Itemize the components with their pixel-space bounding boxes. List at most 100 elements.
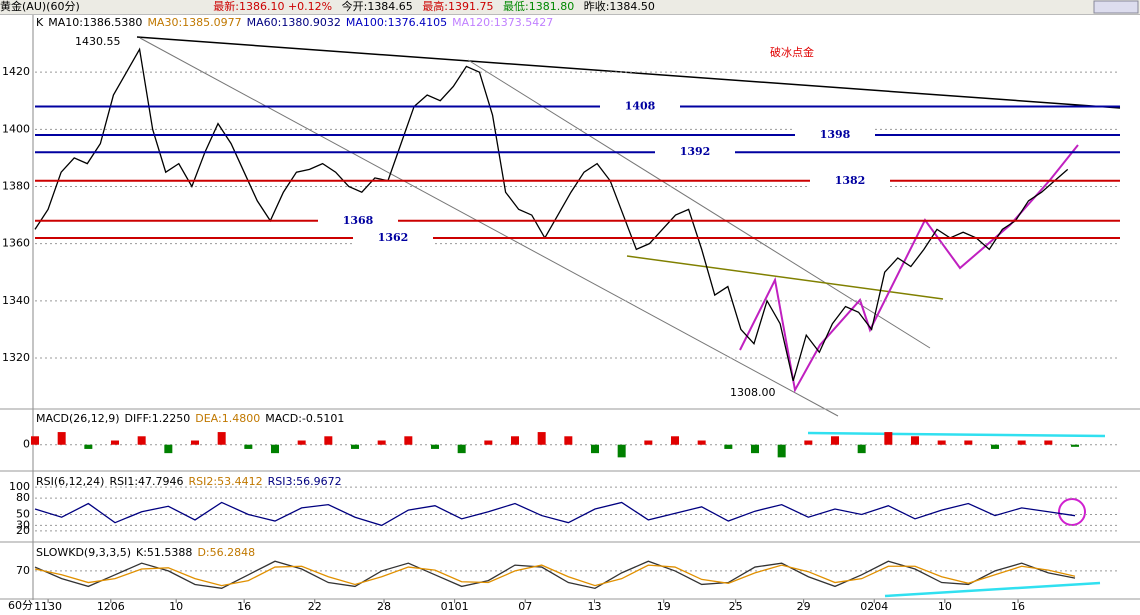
x-tick-label: 16 — [1011, 600, 1025, 613]
y-tick-label: 0 — [23, 438, 30, 451]
level-label-bg — [795, 126, 875, 145]
legend-entry: K:51.5388 — [136, 546, 192, 559]
macd-bar — [271, 444, 279, 454]
legend: SLOWKD(9,3,3,5) K:51.5388 D:56.2848 — [36, 546, 255, 559]
macd-bar — [484, 440, 493, 445]
macd-bar — [1017, 440, 1026, 445]
level-label-bg — [600, 97, 680, 116]
y-tick-label: 100 — [9, 480, 30, 493]
level-label: 1368 — [343, 214, 374, 227]
legend-entry: K — [36, 16, 44, 29]
macd-bar — [537, 432, 546, 445]
legend-entry: MACD(26,12,9) — [36, 412, 120, 425]
macd-bar — [644, 440, 653, 445]
symbol: 黄金(AU)(60分) — [0, 0, 80, 13]
macd-bar — [31, 436, 39, 445]
trend-lines — [136, 36, 1121, 598]
level-label: 1382 — [835, 174, 866, 187]
macd-bar — [244, 444, 253, 449]
annotation: 1308.00 — [730, 386, 776, 399]
y-tick-label: 1420 — [2, 65, 30, 78]
macd-bar — [164, 444, 173, 454]
level-label: 1398 — [820, 128, 851, 141]
macd-bar — [217, 432, 226, 445]
x-tick-label: 10 — [169, 600, 183, 613]
legend-entry: SLOWKD(9,3,3,5) — [36, 546, 131, 559]
level-label-bg — [810, 171, 890, 190]
y-tick-label: 1340 — [2, 294, 30, 307]
legend-entry: D:56.2848 — [197, 546, 255, 559]
data-line — [34, 47, 1069, 382]
legend-entry: MA30:1385.0977 — [147, 16, 241, 29]
legend: MACD(26,12,9) DIFF:1.2250 DEA:1.4800 MACD:-… — [36, 412, 344, 425]
quote: 最高:1391.75 — [422, 0, 494, 13]
macd-bar — [564, 436, 573, 445]
macd-bar — [377, 440, 386, 445]
macd-bar — [1044, 440, 1053, 445]
x-tick-label: 1130 — [34, 600, 62, 613]
macd-bar — [457, 444, 466, 454]
y-tick-label: 1380 — [2, 179, 30, 192]
macd-bar — [351, 444, 359, 449]
macd-bar — [991, 444, 999, 449]
y-tick-label: 70 — [16, 564, 30, 577]
level-label: 1362 — [378, 231, 409, 244]
chart-title: 破冰点金 — [770, 45, 814, 59]
legend-entry: RSI2:53.4412 — [189, 475, 263, 488]
macd-bar — [857, 444, 866, 454]
macd-bar — [137, 436, 146, 445]
legend-entry: MA100:1376.4105 — [346, 16, 447, 29]
macd-bar — [431, 444, 439, 449]
x-tick-label: 07 — [518, 600, 532, 613]
macd-bar — [1071, 444, 1079, 447]
quote: 最新:1386.10 +0.12% — [213, 0, 333, 13]
y-tick-label: 30 — [16, 518, 30, 531]
legend-entry: MACD:-0.5101 — [265, 412, 344, 425]
legend-entry: DEA:1.4800 — [195, 412, 260, 425]
macd-bar — [57, 432, 66, 445]
quote: 今开:1384.65 — [341, 0, 413, 13]
macd-bar — [111, 440, 119, 445]
x-tick-label: 1206 — [97, 600, 125, 613]
quote: 昨收:1384.50 — [583, 0, 655, 13]
header: 黄金(AU)(60分) 最新:1386.10 +0.12% 今开:1384.65… — [0, 0, 1140, 15]
legend-entry: RSI3:56.9672 — [268, 475, 342, 488]
macd-bar — [671, 436, 679, 445]
legend: K MA10:1386.5380 MA30:1385.0977 MA60:1380.9… — [36, 16, 553, 29]
data-line — [34, 501, 1076, 527]
y-tick-label: 1360 — [2, 237, 30, 250]
x-tick-label: 19 — [657, 600, 671, 613]
macd-bar — [911, 436, 919, 445]
macd-bar — [84, 444, 93, 449]
x-tick-label: 13 — [587, 600, 601, 613]
period-label: 60分 — [8, 599, 33, 612]
macd-bar — [617, 444, 626, 458]
nav-buttons[interactable] — [1093, 0, 1139, 14]
macd-bar — [831, 436, 839, 445]
level-label: 1392 — [680, 145, 711, 158]
legend-entry: MA10:1386.5380 — [48, 16, 142, 29]
y-tick-label: 80 — [16, 491, 30, 504]
macd-bar — [404, 436, 413, 445]
macd-bar — [191, 440, 199, 445]
data-line — [34, 564, 1076, 587]
legend-entry: MA120:1373.5427 — [452, 16, 553, 29]
macd-bar — [964, 440, 973, 445]
x-tick-label: 25 — [729, 600, 743, 613]
macd-bar — [777, 444, 786, 458]
macd-bar — [884, 432, 893, 445]
x-tick-label: 10 — [938, 600, 952, 613]
level-label-bg — [318, 211, 398, 230]
x-tick-label: 0204 — [860, 600, 888, 613]
legend-entry: DIFF:1.2250 — [125, 412, 191, 425]
annotation: 1430.55 — [75, 35, 121, 48]
x-tick-label: 29 — [797, 600, 811, 613]
x-tick-label: 16 — [237, 600, 251, 613]
legend-entry: RSI1:47.7946 — [109, 475, 183, 488]
macd-bar — [324, 436, 333, 445]
legend-entry: MA60:1380.9032 — [247, 16, 341, 29]
macd-bar — [937, 440, 946, 445]
y-tick-label: 1400 — [2, 122, 30, 135]
